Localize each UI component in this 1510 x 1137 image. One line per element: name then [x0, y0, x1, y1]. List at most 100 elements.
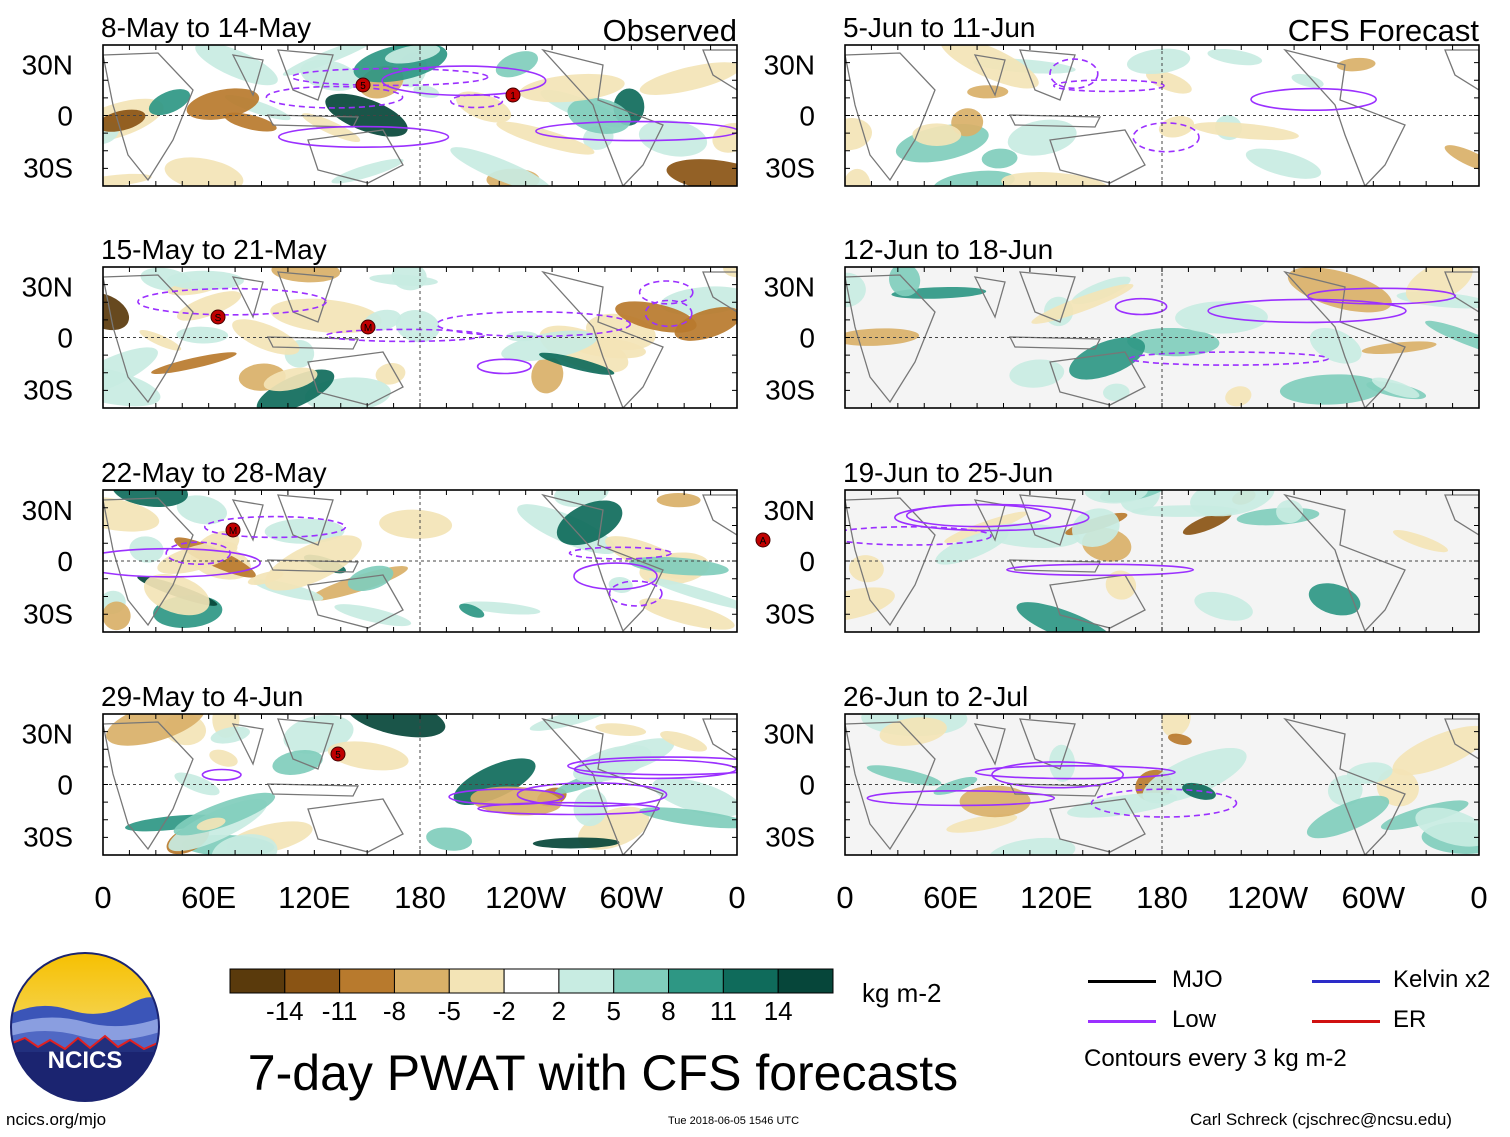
y-tick-label: 0 [57, 323, 73, 354]
colorbar-swatch [393, 968, 450, 994]
storm-marker [330, 746, 346, 762]
y-tick-label: 30S [23, 375, 73, 406]
panel-date-range: 29-May to 4-Jun [101, 681, 303, 712]
colorbar-swatch [558, 968, 615, 994]
legend-line-mjo [1088, 980, 1156, 983]
storm-marker-label: M [229, 526, 237, 537]
storm-marker [755, 532, 771, 548]
y-tick-label: 30N [764, 272, 815, 303]
y-tick-label: 30N [22, 272, 73, 303]
timestamp-label: Tue 2018-06-05 1546 UTC [668, 1115, 800, 1127]
ncics-logo: NCICS [10, 952, 160, 1102]
x-tick-label: 60E [181, 880, 236, 915]
x-tick-label: 60W [599, 880, 663, 915]
y-tick-label: 30S [23, 599, 73, 630]
legend-line-low [1088, 1020, 1156, 1023]
y-tick-label: 0 [57, 770, 73, 801]
panel-forecast-3: 30N 0 30S 19-Jun to 25-Jun [764, 457, 1480, 633]
y-tick-label: 30N [764, 719, 815, 750]
y-tick-label: 30N [22, 719, 73, 750]
colorbar-units: kg m-2 [862, 978, 941, 1008]
main-title: 7-day PWAT with CFS forecasts [248, 1045, 958, 1101]
panel-forecast-4: 30N 0 30S 26-Jun to 2-Jul [764, 681, 1480, 856]
y-tick-label: 0 [57, 546, 73, 577]
y-tick-label: 0 [799, 546, 815, 577]
legend-line-kelvin [1312, 980, 1380, 983]
panel-date-range: 22-May to 28-May [101, 457, 327, 488]
colorbar-swatch [339, 968, 395, 994]
panel-date-range: 19-Jun to 25-Jun [843, 457, 1053, 488]
panel-observed-1: 30N 0 30S 8-May to 14-May Observed 5 1 [22, 12, 738, 187]
x-tick-label: 0 [1470, 880, 1487, 915]
colorbar-label: 11 [710, 996, 737, 1026]
legend-label-er: ER [1393, 1006, 1427, 1033]
panel-observed-3: 30N 0 30S 22-May to 28-May M A [22, 457, 771, 633]
y-tick-label: 30N [22, 495, 73, 526]
colorbar-swatch [668, 968, 724, 994]
author-label: Carl Schreck (cjschrec@ncsu.edu) [1190, 1110, 1452, 1129]
storm-marker [355, 77, 371, 93]
storm-marker [210, 309, 226, 325]
panel-observed-4: 30N 0 30S 29-May to 4-Jun 5 [22, 681, 738, 856]
legend-label-mjo: MJO [1172, 966, 1223, 993]
legend-label-kelvin: Kelvin x2 [1393, 966, 1491, 993]
colorbar-label: -5 [438, 996, 461, 1026]
x-tick-label: 180 [394, 880, 446, 915]
colorbar-swatch [613, 968, 670, 994]
colorbar-swatch [284, 968, 341, 994]
storm-marker-label: 1 [510, 91, 516, 102]
x-tick-label: 180 [1136, 880, 1188, 915]
colorbar-label: 14 [764, 996, 793, 1026]
legend-line-er [1312, 1020, 1380, 1023]
y-tick-label: 30S [765, 375, 815, 406]
x-tick-label: 0 [728, 880, 745, 915]
column-label: CFS Forecast [1288, 13, 1480, 48]
x-tick-label: 120W [1227, 880, 1309, 915]
y-tick-label: 30S [765, 599, 815, 630]
legend-label-low: Low [1172, 1006, 1217, 1033]
colorbar-label: 5 [606, 996, 620, 1026]
colorbar-label: -14 [266, 996, 304, 1026]
storm-marker-label: M [364, 323, 372, 334]
colorbar-label: -2 [493, 996, 516, 1026]
colorbar-swatch [503, 968, 560, 994]
y-tick-label: 0 [57, 101, 73, 132]
storm-marker-label: A [760, 536, 767, 547]
panel-forecast-1: 30N 0 30S 5-Jun to 11-Jun CFS Forecast [764, 12, 1480, 187]
y-tick-label: 30S [23, 153, 73, 184]
x-tick-label: 120W [485, 880, 567, 915]
colorbar-swatch [722, 968, 779, 994]
logo-text: NCICS [48, 1047, 123, 1074]
colorbar-swatch [777, 968, 834, 994]
panel-observed-2: 30N 0 30S 15-May to 21-May S M [22, 234, 738, 409]
panel-date-range: 26-Jun to 2-Jul [843, 681, 1028, 712]
panel-forecast-2: 30N 0 30S 12-Jun to 18-Jun [764, 234, 1480, 409]
y-tick-label: 30N [764, 495, 815, 526]
storm-marker [360, 319, 376, 335]
x-tick-label: 0 [94, 880, 111, 915]
website-label: ncics.org/mjo [6, 1110, 107, 1129]
storm-marker-label: 5 [360, 81, 366, 92]
x-tick-label: 120E [1020, 880, 1092, 915]
storm-marker-label: S [215, 313, 222, 324]
storm-marker [225, 522, 241, 538]
y-tick-label: 30N [764, 50, 815, 81]
panel-date-range: 5-Jun to 11-Jun [843, 12, 1036, 43]
storm-marker-label: 5 [335, 750, 341, 761]
x-tick-label: 60E [923, 880, 978, 915]
colorbar-swatch [448, 968, 505, 994]
y-tick-label: 30N [22, 50, 73, 81]
y-tick-label: 30S [765, 153, 815, 184]
column-label: Observed [603, 13, 737, 48]
colorbar-label: 8 [661, 996, 675, 1026]
panel-date-range: 15-May to 21-May [101, 234, 327, 265]
y-tick-label: 0 [799, 101, 815, 132]
colorbar-label: 2 [552, 996, 566, 1026]
storm-marker [505, 87, 521, 103]
x-tick-label: 120E [278, 880, 350, 915]
contour-note: Contours every 3 kg m-2 [1084, 1045, 1347, 1072]
y-tick-label: 0 [799, 770, 815, 801]
panel-date-range: 8-May to 14-May [101, 12, 311, 43]
colorbar-swatch [229, 968, 286, 994]
